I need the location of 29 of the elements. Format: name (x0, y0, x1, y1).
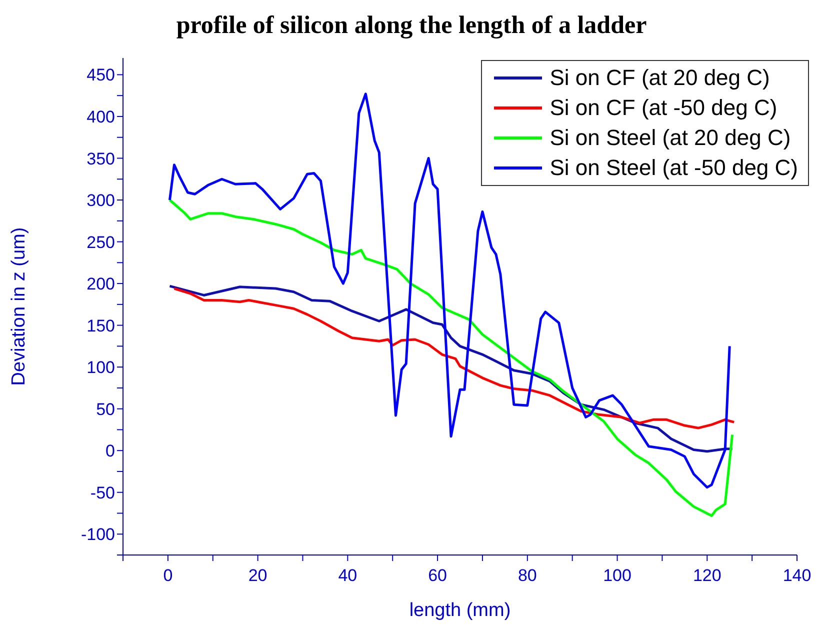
y-tick-label: 100 (86, 358, 115, 378)
chart-title: profile of silicon along the length of a ladder (175, 12, 648, 40)
x-tick-label: 60 (428, 566, 447, 586)
x-tick-label: 120 (692, 566, 722, 586)
x-axis-title: length (mm) (409, 600, 511, 621)
line-series (168, 198, 734, 517)
x-tick-label: 100 (603, 566, 632, 586)
y-tick-label: 0 (106, 442, 115, 461)
x-tick-label: 20 (248, 566, 268, 586)
y-tick-label: 350 (86, 149, 115, 168)
y-tick-label: 450 (86, 66, 115, 85)
line-series (172, 287, 736, 430)
y-tick-label: 150 (86, 316, 115, 336)
x-tick-label: 80 (518, 566, 537, 586)
x-tick-label: 140 (782, 566, 812, 586)
y-tick-label: 200 (86, 274, 115, 294)
legend-label: Si on Steel (at 20 deg C) (550, 125, 791, 151)
x-tick-label: 0 (163, 566, 173, 586)
y-tick-label: 250 (86, 232, 115, 252)
y-tick-label: 300 (86, 191, 115, 210)
x-tick-label: 40 (338, 566, 358, 586)
legend-label: Si on CF (at -50 deg C) (550, 95, 778, 121)
legend-label: Si on CF (at 20 deg C) (550, 65, 770, 91)
y-tick-label: -100 (80, 525, 115, 544)
y-tick-label: 400 (86, 108, 115, 127)
y-axis-title: Deviation in z (um) (8, 227, 30, 386)
y-tick-label: -50 (90, 483, 115, 502)
legend-label: Si on Steel (at -50 deg C) (550, 155, 798, 181)
y-tick-label: 50 (96, 400, 115, 419)
